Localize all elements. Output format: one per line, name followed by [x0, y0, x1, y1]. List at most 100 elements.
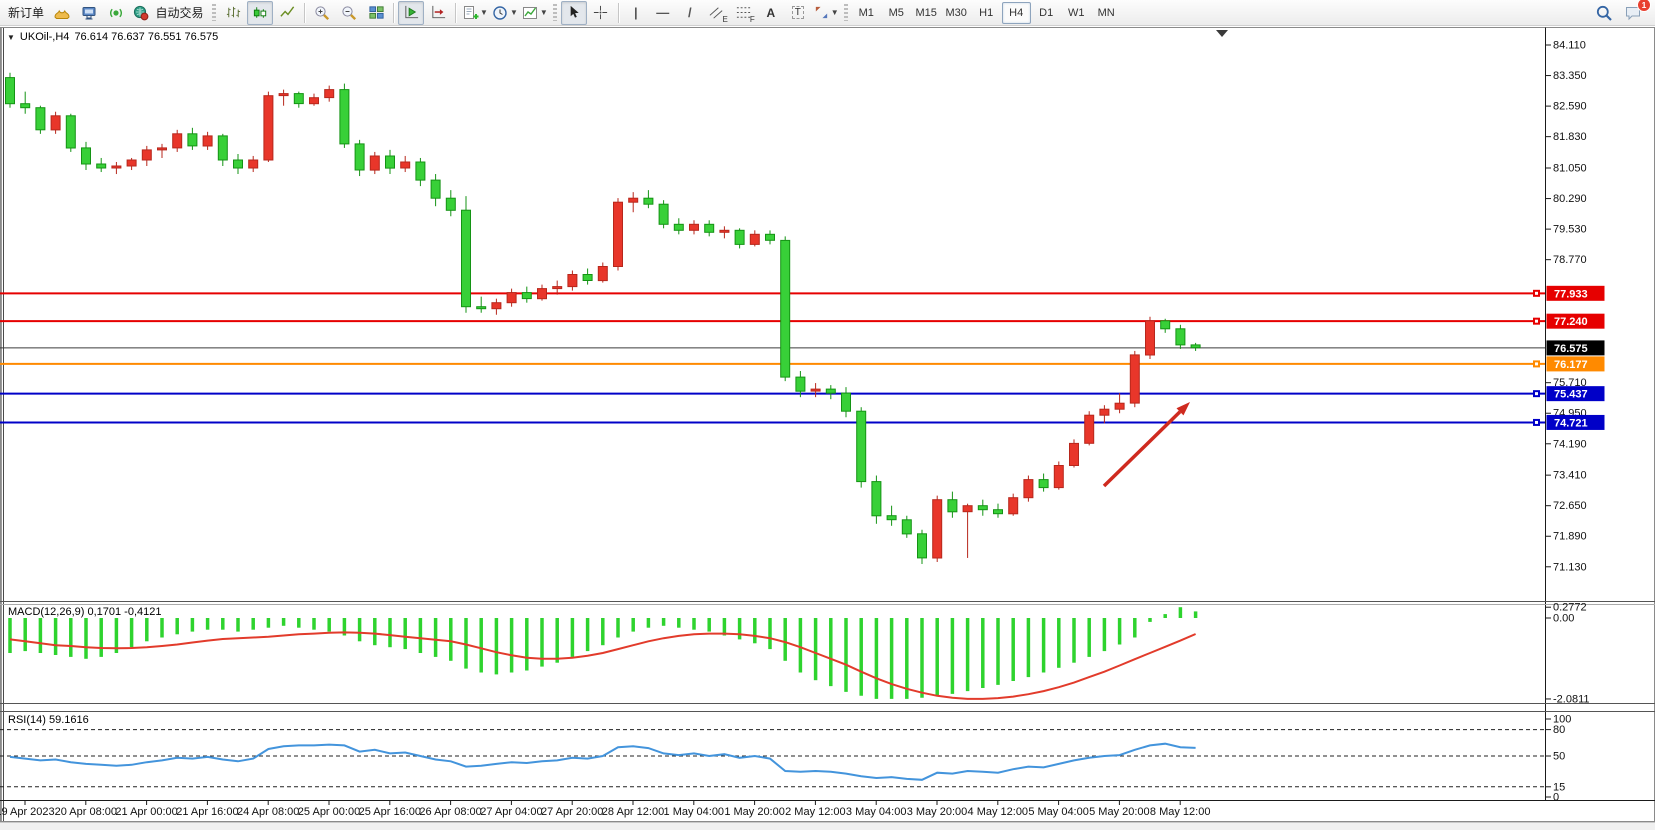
svg-text:26 Apr 08:00: 26 Apr 08:00 [419, 806, 481, 818]
price-axis[interactable]: 84.110 83.350 82.590 81.830 81.050 80.29… [1546, 40, 1587, 574]
toolbar-separator [455, 2, 457, 23]
svg-text:74.721: 74.721 [1554, 417, 1588, 429]
candlesticks [5, 72, 1201, 564]
svg-text:80: 80 [1553, 724, 1565, 736]
arrow-annotation[interactable] [1102, 402, 1190, 488]
auto-trading-button[interactable]: 自动交易 [130, 1, 208, 25]
text-button[interactable]: A [758, 1, 784, 25]
trendline-button[interactable]: / [677, 1, 703, 25]
price-level-label [1546, 285, 1605, 301]
svg-text:76.177: 76.177 [1554, 359, 1588, 371]
periods-button[interactable]: ▼ [490, 1, 519, 25]
price-level-label [1546, 313, 1605, 329]
price-level-label [1546, 386, 1605, 402]
svg-text:77.933: 77.933 [1554, 288, 1588, 300]
toolbar-separator [617, 2, 619, 23]
bar-chart-button[interactable] [220, 1, 246, 25]
timeframe-button-mn[interactable]: MN [1097, 6, 1115, 19]
fibonacci-label: F [749, 14, 755, 24]
svg-text:3 May 04:00: 3 May 04:00 [846, 806, 907, 818]
terminal-button[interactable] [76, 1, 102, 25]
crosshair-button[interactable] [588, 1, 614, 25]
signal-button[interactable] [103, 1, 129, 25]
toolbar-right-group: 1 [1591, 0, 1651, 25]
notifications-button[interactable]: 1 [1621, 0, 1651, 25]
svg-text:76.575: 76.575 [1554, 343, 1588, 355]
time-axis[interactable]: 19 Apr 2023 20 Apr 08:00 21 Apr 00:00 21… [0, 801, 1210, 818]
chart-shift-marker [1216, 30, 1228, 37]
svg-text:80.290: 80.290 [1553, 193, 1587, 205]
line-chart-button[interactable] [274, 1, 300, 25]
svg-text:3 May 20:00: 3 May 20:00 [907, 806, 968, 818]
timeframe-button-m5[interactable]: M5 [888, 6, 904, 19]
collapse-chart-icon[interactable]: ▼ [7, 32, 15, 42]
new-chart-button[interactable]: ▼ [460, 1, 489, 25]
fibonacci-button[interactable]: F [731, 1, 757, 25]
new-order-button[interactable]: 新订单 [4, 1, 48, 25]
auto-scroll-button[interactable] [398, 0, 425, 25]
tile-windows-button[interactable] [363, 1, 389, 25]
svg-text:81.050: 81.050 [1553, 163, 1587, 175]
auto-trading-label: 自动交易 [155, 6, 204, 20]
svg-text:0.00: 0.00 [1553, 613, 1574, 625]
trendline-icon: / [687, 5, 692, 20]
svg-text:100: 100 [1553, 714, 1571, 726]
svg-text:25 Apr 16:00: 25 Apr 16:00 [359, 806, 421, 818]
chart-shift-button[interactable] [425, 1, 451, 25]
cursor-icon [565, 4, 582, 21]
svg-text:28 Apr 12:00: 28 Apr 12:00 [602, 806, 664, 818]
timeframe-button-w1[interactable]: W1 [1067, 6, 1085, 19]
svg-text:84.110: 84.110 [1553, 40, 1586, 52]
timeframe-button-h1[interactable]: H1 [979, 6, 994, 19]
price-level-label [1546, 414, 1605, 430]
notification-badge: 1 [1637, 0, 1651, 12]
cursor-button[interactable] [560, 0, 587, 25]
templates-button[interactable]: ▼ [520, 1, 549, 25]
timeframe-button-d1[interactable]: D1 [1039, 6, 1054, 19]
svg-text:78.770: 78.770 [1553, 254, 1587, 266]
text-label-button[interactable]: T [785, 1, 811, 25]
price-levels[interactable]: 77.933 77.240 76.575 76.177 75.437 74.72… [0, 285, 1605, 430]
arrows-button[interactable]: ▼ [812, 1, 840, 25]
rsi-line [9, 742, 1196, 781]
svg-text:74.190: 74.190 [1553, 438, 1587, 450]
timeframe-button-h4[interactable]: H4 [1001, 1, 1031, 24]
svg-text:25 Apr 00:00: 25 Apr 00:00 [298, 806, 360, 818]
main-toolbar: 新订单 自动交易 ▼ ▼ [0, 0, 1655, 26]
svg-text:0: 0 [1553, 792, 1559, 804]
timeframe-toolbar: M1 M5 M15 M30 H1 H4 D1 W1 MN [852, 1, 1121, 24]
svg-text:19 Apr 2023: 19 Apr 2023 [0, 806, 55, 818]
rsi-indicator-label: RSI(14) 59.1616 [8, 714, 89, 726]
candlestick-chart-button[interactable] [247, 0, 274, 25]
gold-ingot-button[interactable] [49, 1, 75, 25]
svg-text:81.830: 81.830 [1553, 131, 1587, 143]
timeframe-button-m1[interactable]: M1 [858, 6, 874, 19]
toolbar-grip[interactable] [843, 4, 848, 21]
timeframe-button-m15[interactable]: M15 [915, 6, 937, 19]
new-chart-icon [461, 4, 479, 22]
zoom-in-button[interactable] [309, 1, 335, 25]
bar-chart-icon [225, 4, 242, 21]
vertical-line-button[interactable]: | [623, 1, 649, 25]
toolbar-grip[interactable] [552, 4, 557, 21]
clock-icon [491, 4, 509, 22]
svg-text:79.530: 79.530 [1553, 224, 1587, 236]
svg-text:83.350: 83.350 [1553, 70, 1587, 82]
svg-text:27 Apr 04:00: 27 Apr 04:00 [480, 806, 542, 818]
search-button[interactable] [1591, 1, 1617, 25]
zoom-out-button[interactable] [336, 1, 362, 25]
monitor-icon [80, 4, 98, 22]
svg-text:8 May 12:00: 8 May 12:00 [1150, 806, 1211, 818]
candlestick-chart-icon [252, 4, 269, 21]
text-icon: A [766, 5, 776, 20]
timeframe-button-m30[interactable]: M30 [945, 6, 967, 19]
channel-button[interactable]: E [704, 1, 730, 25]
chart-ohlc-values: 76.614 76.637 76.551 76.575 [74, 31, 219, 43]
svg-text:21 Apr 16:00: 21 Apr 16:00 [176, 806, 238, 818]
rsi-pane: 100 80 50 15 0 [0, 714, 1571, 804]
toolbar-grip[interactable] [212, 4, 217, 21]
horizontal-line-button[interactable]: — [650, 1, 676, 25]
svg-text:0.2772: 0.2772 [1553, 602, 1587, 614]
svg-text:4 May 12:00: 4 May 12:00 [968, 806, 1029, 818]
